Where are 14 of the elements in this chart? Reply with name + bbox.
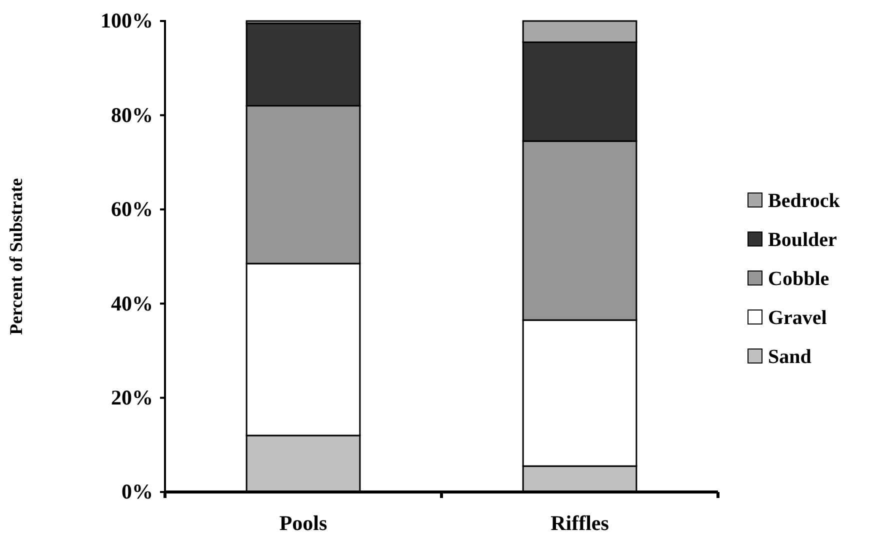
x-tick-label: Pools: [279, 511, 328, 535]
y-tick-label: 100%: [100, 8, 153, 33]
y-tick-label: 0%: [122, 480, 153, 504]
legend-label: Gravel: [768, 307, 828, 329]
legend-label: Sand: [768, 346, 812, 368]
x-tick-label: Riffles: [550, 511, 609, 535]
legend-label: Cobble: [768, 268, 830, 290]
legend-label: Boulder: [768, 229, 838, 251]
y-tick-label: 20%: [111, 386, 153, 410]
y-tick-label: 40%: [111, 291, 153, 316]
y-tick-label: 60%: [111, 197, 153, 222]
y-axis-title: Percent of Substrate: [6, 178, 26, 335]
y-tick-label: 80%: [111, 102, 153, 127]
legend-label: Bedrock: [768, 190, 841, 212]
